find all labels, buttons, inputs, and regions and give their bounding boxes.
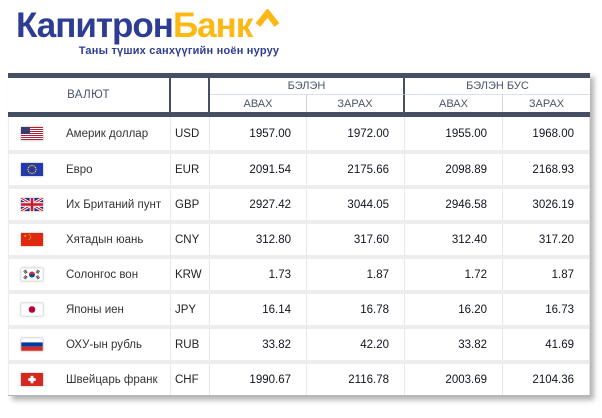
currency-name-cell: Америк доллар bbox=[9, 117, 171, 150]
column-header-code bbox=[171, 78, 210, 112]
currency-name-cell: Их Британий пунт bbox=[9, 189, 171, 220]
rate-noncash-buy: 2098.89 bbox=[405, 154, 503, 185]
currency-name: ОХУ-ын рубль bbox=[66, 338, 142, 351]
currency-name-cell: ОХУ-ын рубль bbox=[9, 329, 171, 360]
column-header-noncash-sell: ЗАРАХ bbox=[528, 97, 565, 110]
currency-name: Их Британий пунт bbox=[66, 198, 162, 211]
flag-ru-icon bbox=[21, 338, 43, 351]
rate-noncash-buy: 33.82 bbox=[405, 329, 503, 360]
table-row: Их Британий пунт GBP 2927.42 3044.05 294… bbox=[9, 185, 589, 220]
currency-code: CHF bbox=[171, 364, 210, 395]
column-header-currency: ВАЛЮТ bbox=[8, 78, 171, 112]
rate-noncash-sell: 16.73 bbox=[545, 303, 574, 316]
rate-noncash-buy: 1955.00 bbox=[405, 117, 503, 150]
table-row: Солонгос вон KRW 1.73 1.87 1.72 1.87 bbox=[9, 255, 589, 290]
table-row: Америк доллар USD 1957.00 1972.00 1955.0… bbox=[9, 117, 589, 150]
rate-noncash-sell: 317.20 bbox=[538, 233, 574, 246]
rate-cash-sell: 2175.66 bbox=[307, 154, 405, 185]
rate-noncash-sell: 3026.19 bbox=[532, 198, 574, 211]
group-header-cash: БЭЛЭН bbox=[210, 78, 405, 95]
flag-cn-icon bbox=[21, 233, 43, 246]
rate-noncash-buy: 2946.58 bbox=[405, 189, 503, 220]
table-row: Евро EUR 2091.54 2175.66 2098.89 2168.93 bbox=[9, 150, 589, 185]
column-header-noncash-buy: АВАХ bbox=[405, 95, 503, 112]
exchange-rates-table: ВАЛЮТ БЭЛЭН БЭЛЭН БУС АВАХ ЗАРАХ АВАХ ЗА… bbox=[8, 73, 590, 396]
rate-noncash-buy: 2003.69 bbox=[405, 364, 503, 395]
currency-name-cell: Солонгос вон bbox=[9, 259, 171, 290]
flag-eu-icon bbox=[21, 163, 43, 176]
logo-text-kapitron: Капитрон bbox=[16, 6, 174, 45]
rates-body: Америк доллар USD 1957.00 1972.00 1955.0… bbox=[8, 117, 590, 395]
rate-cash-buy: 1990.67 bbox=[210, 364, 307, 395]
group-header-noncash: БЭЛЭН БУС bbox=[405, 78, 590, 95]
rate-noncash-buy: 312.40 bbox=[405, 224, 503, 255]
table-row: ОХУ-ын рубль RUB 33.82 42.20 33.82 41.69 bbox=[9, 325, 589, 360]
rate-cash-sell: 317.60 bbox=[307, 224, 405, 255]
flag-ch-icon bbox=[21, 373, 43, 386]
currency-name-cell: Евро bbox=[9, 154, 171, 185]
logo-wordmark: Капитрон Банк bbox=[16, 6, 280, 46]
table-header: ВАЛЮТ БЭЛЭН БЭЛЭН БУС АВАХ ЗАРАХ АВАХ ЗА… bbox=[8, 78, 590, 112]
rate-cash-buy: 33.82 bbox=[210, 329, 307, 360]
currency-code: GBP bbox=[171, 189, 210, 220]
currency-code: KRW bbox=[171, 259, 210, 290]
header-top-bar bbox=[8, 73, 590, 78]
currency-code: JPY bbox=[171, 294, 210, 325]
rate-cash-sell: 16.78 bbox=[307, 294, 405, 325]
currency-code: RUB bbox=[171, 329, 210, 360]
rate-cash-sell: 1972.00 bbox=[307, 117, 405, 150]
rate-cash-sell: 3044.05 bbox=[307, 189, 405, 220]
chevron-up-icon bbox=[255, 8, 280, 33]
currency-name-cell: Японы иен bbox=[9, 294, 171, 325]
rate-noncash-buy: 1.72 bbox=[405, 259, 503, 290]
rate-cash-buy: 1.73 bbox=[210, 259, 307, 290]
logo-text-bank: Банк bbox=[172, 6, 253, 45]
currency-name: Швейцарь франк bbox=[66, 373, 158, 386]
currency-code: CNY bbox=[171, 224, 210, 255]
flag-us-icon bbox=[21, 127, 43, 140]
rate-cash-sell: 42.20 bbox=[307, 329, 405, 360]
currency-name-cell: Швейцарь франк bbox=[9, 364, 171, 395]
bank-tagline: Таны түших санхүүгийн ноён нуруу bbox=[78, 45, 280, 58]
rate-cash-buy: 2091.54 bbox=[210, 154, 307, 185]
currency-name: Америк доллар bbox=[66, 127, 149, 140]
table-row: Хятадын юань CNY 312.80 317.60 312.40 31… bbox=[9, 220, 589, 255]
flag-jp-icon bbox=[21, 303, 43, 316]
rate-noncash-sell: 1968.00 bbox=[532, 127, 574, 140]
rate-noncash-sell: 2104.36 bbox=[532, 373, 574, 386]
column-header-cash-buy: АВАХ bbox=[210, 95, 307, 112]
rate-cash-buy: 312.80 bbox=[210, 224, 307, 255]
bank-logo[interactable]: Капитрон Банк Таны түших санхүүгийн ноён … bbox=[16, 6, 280, 57]
currency-code: USD bbox=[171, 117, 210, 150]
currency-code: EUR bbox=[171, 154, 210, 185]
currency-name: Хятадын юань bbox=[66, 233, 144, 246]
header-bottom-bar bbox=[8, 112, 590, 117]
rate-cash-sell: 2116.78 bbox=[307, 364, 405, 395]
rate-cash-buy: 2927.42 bbox=[210, 189, 307, 220]
table-row: Японы иен JPY 16.14 16.78 16.20 16.73 bbox=[9, 290, 589, 325]
rate-noncash-buy: 16.20 bbox=[405, 294, 503, 325]
currency-name: Японы иен bbox=[66, 303, 124, 316]
rate-noncash-sell: 1.87 bbox=[551, 268, 574, 281]
column-header-cash-sell: ЗАРАХ bbox=[307, 95, 405, 112]
rate-cash-buy: 16.14 bbox=[210, 294, 307, 325]
rate-noncash-sell: 41.69 bbox=[545, 338, 574, 351]
rate-cash-buy: 1957.00 bbox=[210, 117, 307, 150]
table-row: Швейцарь франк CHF 1990.67 2116.78 2003.… bbox=[9, 360, 589, 395]
flag-gb-icon bbox=[21, 198, 43, 211]
currency-name-cell: Хятадын юань bbox=[9, 224, 171, 255]
currency-name: Евро bbox=[66, 163, 93, 176]
currency-name: Солонгос вон bbox=[66, 268, 139, 281]
flag-kr-icon bbox=[21, 268, 43, 281]
rate-noncash-sell: 2168.93 bbox=[532, 163, 574, 176]
rate-cash-sell: 1.87 bbox=[307, 259, 405, 290]
